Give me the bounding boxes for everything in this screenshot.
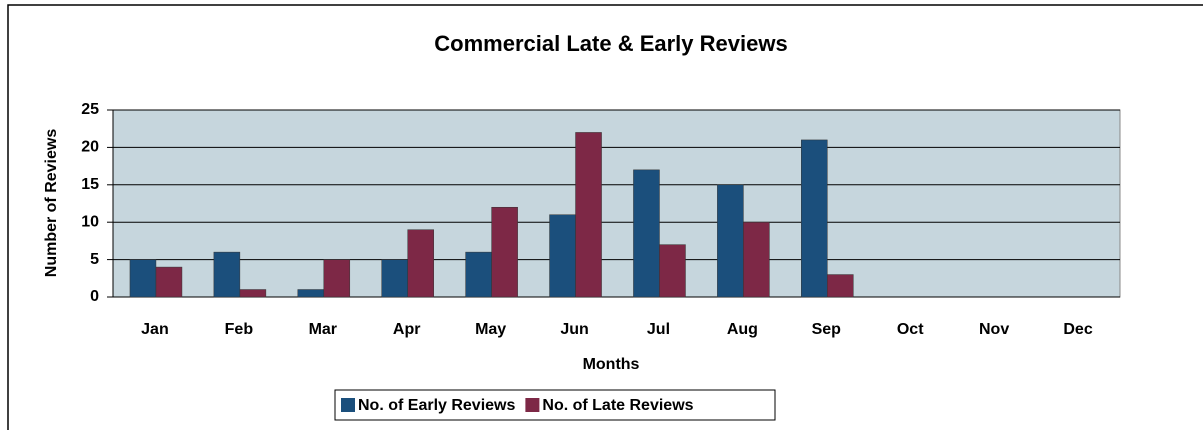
legend-swatch — [525, 398, 540, 412]
bar — [633, 169, 660, 298]
bar — [717, 184, 744, 298]
x-tick-label: Apr — [393, 321, 421, 338]
x-tick-label: Sep — [812, 321, 842, 338]
bar — [407, 229, 434, 298]
legend-label: No. of Early Reviews — [358, 397, 515, 414]
bar — [743, 221, 770, 298]
y-tick-label: 15 — [81, 176, 99, 193]
bar — [575, 132, 602, 298]
y-axis-label: Number of Reviews — [43, 129, 60, 278]
x-tick-label: Jul — [647, 321, 670, 338]
bar — [827, 274, 854, 298]
bar — [155, 266, 183, 298]
y-tick-label: 10 — [81, 213, 99, 230]
bar — [381, 259, 408, 298]
x-tick-label: Nov — [979, 321, 1009, 338]
bar — [465, 251, 492, 298]
bar — [297, 289, 325, 298]
x-tick-label: Aug — [727, 321, 758, 338]
x-tick-label: Jan — [141, 321, 169, 338]
y-tick-label: 25 — [81, 101, 99, 118]
bar — [323, 259, 351, 298]
plot-area — [112, 109, 1121, 298]
x-tick-label: Dec — [1063, 321, 1092, 338]
y-tick-label: 5 — [90, 251, 99, 268]
bar — [549, 214, 576, 298]
x-tick-label: Feb — [225, 321, 254, 338]
legend-box — [334, 389, 776, 421]
x-tick-label: Mar — [309, 321, 337, 338]
bar — [239, 289, 267, 298]
chart-title: Commercial Late & Early Reviews — [434, 31, 787, 56]
bar — [491, 206, 518, 298]
x-tick-label: Oct — [897, 321, 924, 338]
x-tick-label: May — [475, 321, 506, 338]
y-tick-label: 20 — [81, 139, 99, 156]
y-tick-label: 0 — [90, 288, 99, 305]
bar — [659, 244, 686, 298]
legend-swatch — [341, 398, 355, 412]
x-axis-label: Months — [583, 356, 640, 373]
bar — [801, 139, 828, 298]
legend-label: No. of Late Reviews — [542, 397, 693, 414]
x-tick-label: Jun — [560, 321, 588, 338]
bar — [213, 251, 241, 298]
bar — [129, 259, 157, 298]
